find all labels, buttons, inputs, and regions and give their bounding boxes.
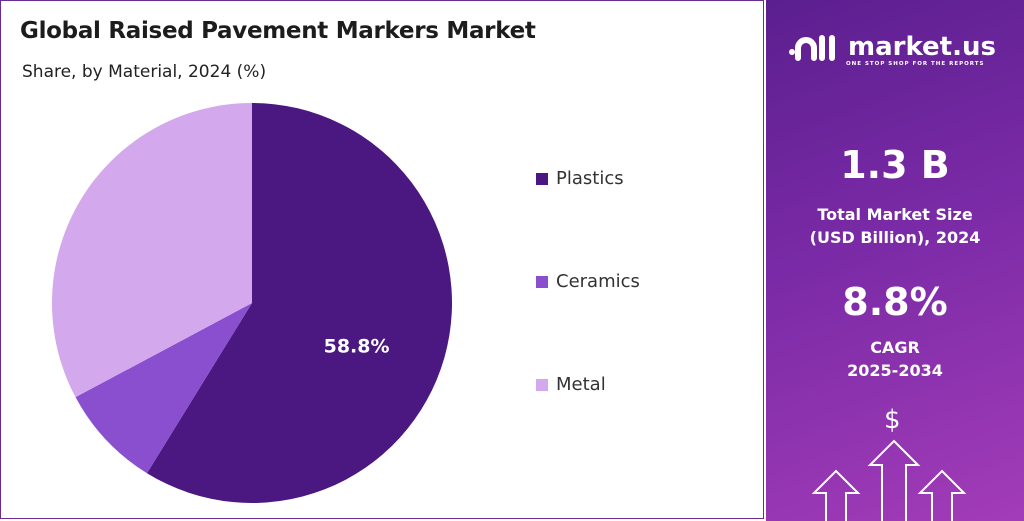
legend-item-metal: Metal [536, 374, 606, 395]
market-size-value: 1.3 B [840, 143, 950, 187]
summary-panel: market.us ONE STOP SHOP FOR THE REPORTS … [766, 0, 1024, 521]
cagr-value: 8.8% [842, 280, 948, 324]
chart-title: Global Raised Pavement Markers Market [20, 18, 536, 44]
pie-slice-metal [51, 103, 252, 398]
legend-label: Plastics [556, 168, 624, 189]
cagr-label: CAGR [870, 338, 920, 357]
market-size-label: Total Market Size (USD Billion), 2024 [809, 205, 981, 247]
brand-name: market.us [848, 32, 996, 62]
pie-slice-ceramics [75, 303, 253, 474]
growth-arrows-icon [811, 439, 967, 521]
pie-chart: 58.8% [51, 103, 453, 503]
legend-label: Ceramics [556, 271, 640, 292]
cagr-period: 2025-2034 [847, 361, 943, 380]
legend-swatch [536, 378, 548, 391]
legend-item-ceramics: Ceramics [536, 271, 640, 292]
legend-swatch [536, 275, 548, 288]
pie-slice-plastics [146, 103, 453, 503]
legend-swatch [536, 172, 548, 185]
brand-logo: market.us [788, 30, 996, 64]
logo-icon [789, 35, 835, 61]
brand-tagline: ONE STOP SHOP FOR THE REPORTS [846, 61, 985, 67]
data-label-plastics: 58.8% [324, 336, 390, 358]
dollar-icon: $ [884, 405, 901, 435]
legend-item-plastics: Plastics [536, 168, 624, 189]
chart-subtitle: Share, by Material, 2024 (%) [22, 62, 267, 82]
legend-label: Metal [556, 374, 606, 395]
